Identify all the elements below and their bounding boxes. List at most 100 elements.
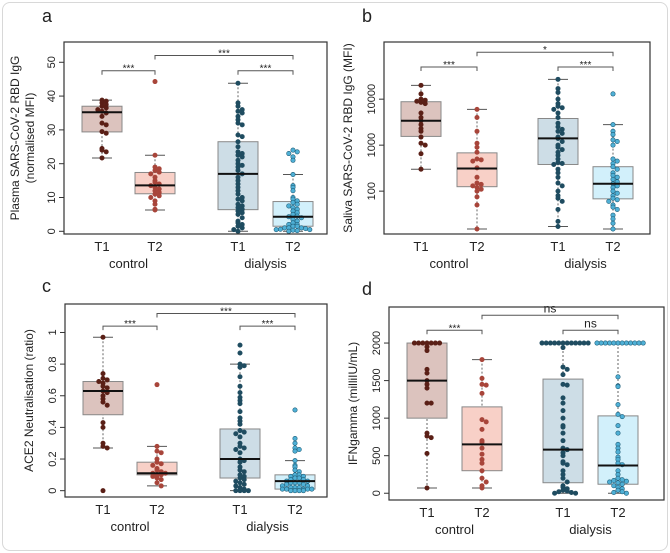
data-point: [619, 489, 625, 495]
data-point: [294, 228, 300, 234]
data-point: [559, 105, 565, 111]
data-point: [474, 106, 480, 112]
data-point: [610, 142, 616, 148]
data-point: [555, 76, 561, 82]
data-point: [615, 475, 621, 481]
data-point: [100, 383, 106, 389]
data-point: [573, 340, 579, 346]
data-point: [237, 434, 243, 440]
data-point: [284, 481, 290, 487]
y-tick-label: 1: [47, 329, 59, 335]
box-control-T2: [456, 106, 498, 232]
data-point: [479, 475, 485, 481]
box-dialysis-T2: [274, 407, 316, 494]
significance-bracket: [102, 325, 158, 331]
data-point: [424, 348, 430, 354]
data-point: [474, 180, 480, 186]
category-label: T1: [550, 239, 565, 254]
data-point: [474, 194, 480, 200]
significance-label: ns: [544, 301, 557, 315]
data-point: [237, 383, 243, 389]
significance-bracket: [156, 312, 296, 318]
data-point: [560, 372, 566, 378]
category-label: T1: [230, 239, 245, 254]
data-point: [99, 147, 105, 153]
data-point: [237, 409, 243, 415]
significance-bracket: [420, 66, 478, 72]
data-point: [235, 228, 241, 234]
group-label: control: [435, 522, 474, 537]
group-label: dialysis: [569, 522, 612, 537]
data-point: [483, 419, 489, 425]
data-point: [610, 156, 616, 162]
significance-bracket: [101, 70, 156, 75]
data-point: [610, 122, 616, 128]
category-label: T1: [419, 505, 434, 520]
data-point: [611, 489, 617, 495]
data-point: [555, 224, 561, 230]
plot-frame: [383, 41, 651, 235]
data-point: [474, 128, 480, 134]
data-point: [300, 488, 306, 494]
data-point: [555, 124, 561, 130]
data-point: [237, 450, 243, 456]
data-point: [294, 149, 300, 155]
y-tick-label: 1000: [371, 406, 383, 430]
significance-label: ***: [262, 319, 274, 330]
data-point: [96, 379, 102, 385]
data-point: [235, 103, 241, 109]
data-point: [552, 340, 558, 346]
data-point: [150, 473, 156, 479]
y-tick-label: 20: [46, 158, 58, 170]
category-label: T1: [555, 505, 570, 520]
data-point: [418, 82, 424, 88]
data-point: [568, 340, 574, 346]
data-point: [470, 183, 476, 189]
data-point: [615, 402, 621, 408]
data-point: [292, 448, 298, 454]
data-point: [424, 485, 430, 491]
data-point: [300, 481, 306, 487]
significance-bracket: [562, 329, 619, 335]
data-point: [606, 198, 612, 204]
data-point: [296, 447, 302, 453]
data-point: [437, 340, 443, 346]
data-point: [478, 181, 484, 187]
data-point: [233, 483, 239, 489]
data-point: [277, 226, 283, 232]
data-point: [474, 202, 480, 208]
data-point: [555, 128, 561, 134]
data-point: [611, 477, 617, 483]
category-label: T2: [285, 239, 300, 254]
data-point: [615, 487, 621, 493]
data-point: [154, 448, 160, 454]
data-point: [418, 91, 424, 97]
data-point: [152, 167, 158, 173]
data-point: [479, 426, 485, 432]
data-point: [560, 415, 566, 421]
data-point: [610, 164, 616, 170]
data-point: [103, 105, 109, 111]
data-point: [100, 371, 106, 377]
data-point: [100, 424, 106, 430]
data-point: [292, 458, 298, 464]
category-label: T2: [287, 502, 302, 517]
data-point: [239, 154, 245, 160]
data-point: [428, 400, 434, 406]
box-control-T1: [406, 340, 448, 491]
data-point: [614, 174, 620, 180]
data-point: [104, 402, 110, 408]
data-point: [237, 342, 243, 348]
data-point: [418, 110, 424, 116]
data-point: [470, 158, 476, 164]
data-point: [288, 488, 294, 494]
significance-label: ***: [220, 306, 232, 317]
data-point: [556, 489, 562, 495]
data-point: [233, 447, 239, 453]
y-axis-label: ACE2 Neutralisation (ratio): [22, 329, 36, 472]
data-point: [100, 334, 106, 340]
data-point: [103, 122, 109, 128]
data-point: [555, 170, 561, 176]
significance-bracket: [426, 329, 483, 335]
data-point: [239, 110, 245, 116]
